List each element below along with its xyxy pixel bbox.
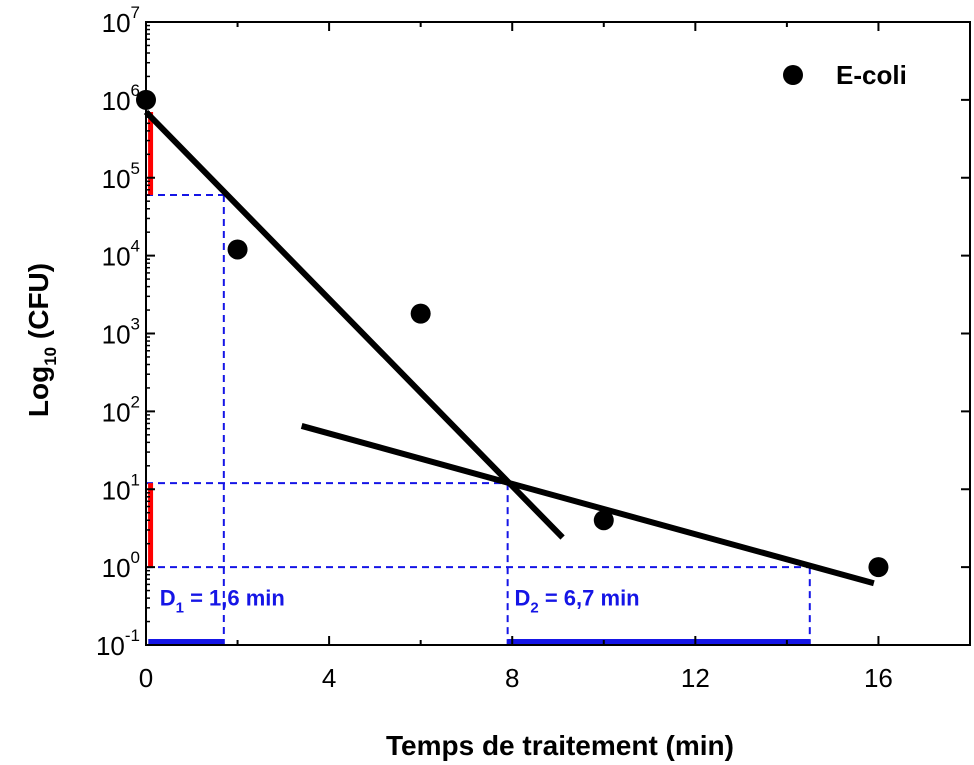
y-axis-title-prefix: Log (23, 366, 54, 417)
fit-line (302, 426, 874, 583)
y-axis-title-subscript: 10 (41, 347, 60, 366)
fit-lines (146, 112, 874, 583)
annotation-d2: D2 = 6,7 min (515, 586, 640, 617)
fit-line (146, 112, 563, 538)
legend-marker (783, 65, 803, 85)
y-tick-label: 10-1 (96, 626, 140, 661)
x-tick-label: 4 (322, 663, 336, 693)
data-point (136, 90, 156, 110)
y-tick-label: 105 (102, 159, 140, 194)
legend-label: E-coli (836, 60, 907, 90)
y-tick-label: 101 (102, 470, 140, 505)
y-tick-label: 106 (102, 81, 140, 116)
y-tick-label: 107 (102, 3, 140, 38)
y-tick-label: 104 (102, 237, 140, 272)
annotations: D1 = 1,6 min D2 = 6,7 min (160, 586, 640, 617)
data-point (594, 510, 614, 530)
x-tick-label: 8 (505, 663, 519, 693)
x-tick-label: 0 (139, 663, 153, 693)
data-points (136, 90, 888, 577)
y-axis-title-suffix: (CFU) (23, 263, 54, 347)
plot-frame (146, 22, 970, 645)
x-tick-label: 16 (864, 663, 893, 693)
legend: E-coli (783, 60, 907, 90)
y-tick-label: 102 (102, 392, 140, 427)
y-tick-label: 100 (102, 548, 140, 583)
annotation-d1: D1 = 1,6 min (160, 586, 285, 617)
x-axis-title: Temps de traitement (min) (386, 730, 734, 761)
x-tick-label: 12 (681, 663, 710, 693)
data-point (868, 557, 888, 577)
guide-lines (146, 112, 810, 645)
y-tick-label: 103 (102, 315, 140, 350)
y-axis-title: Log10 (CFU) (23, 263, 60, 417)
data-point (228, 239, 248, 259)
data-point (411, 304, 431, 324)
